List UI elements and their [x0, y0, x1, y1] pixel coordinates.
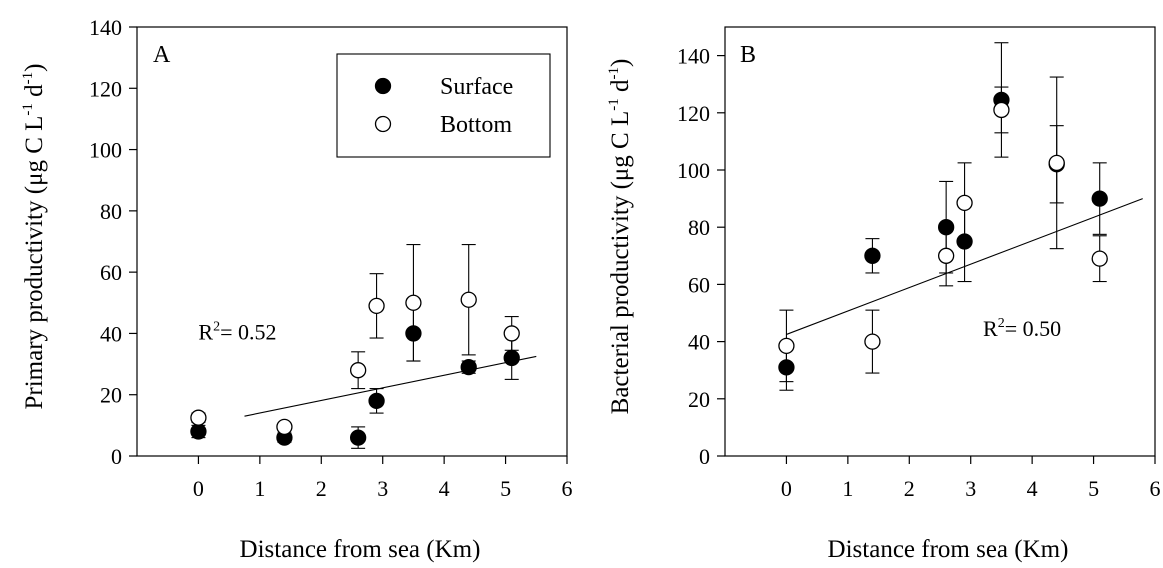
- bottom-point: [993, 101, 1010, 119]
- bottom-point: [503, 325, 520, 342]
- surface-point: [503, 349, 520, 367]
- y-axis-label: Bacterial productivity (μg C L-1 d-1): [606, 59, 634, 415]
- panel-label: B: [740, 42, 756, 68]
- bottom-point: [937, 247, 955, 264]
- y-axis-label-main: Bacterial productivity (μg C L: [607, 111, 634, 415]
- y-tick-label: 100: [89, 138, 122, 163]
- y-tick-label: 40: [688, 330, 710, 355]
- legend-surface-marker: [374, 77, 392, 95]
- bottom-point: [956, 194, 973, 212]
- y-axis-label-unit: d: [21, 84, 48, 103]
- x-tick-label: 1: [254, 476, 265, 501]
- bottom-point: [276, 418, 293, 436]
- legend-bottom-label: Bottom: [440, 112, 512, 138]
- y-tick-label: 60: [100, 260, 122, 285]
- bottom-point: [778, 337, 795, 355]
- surface-point: [349, 429, 367, 446]
- x-tick-label: 4: [439, 476, 450, 501]
- y-tick-label: 40: [100, 321, 122, 346]
- surface-point: [190, 423, 207, 440]
- legend-bottom-marker: [374, 115, 392, 133]
- bottom-point: [190, 409, 207, 426]
- x-axis-label: Distance from sea (Km): [240, 536, 481, 563]
- r-squared-value: = 0.52: [220, 320, 276, 345]
- y-tick-label: 120: [89, 76, 122, 101]
- y-axis-label-main: Primary productivity (μg C L: [21, 116, 48, 410]
- bottom-point: [460, 291, 477, 308]
- x-tick-label: 1: [842, 476, 853, 501]
- surface-point: [368, 392, 385, 409]
- bottom-point: [1048, 154, 1065, 172]
- y-tick-label: 140: [89, 15, 122, 40]
- x-tick-label: 0: [193, 476, 204, 501]
- x-axis-label: Distance from sea (Km): [828, 536, 1069, 563]
- y-tick-label: 0: [111, 444, 122, 469]
- y-axis-label-exponent: -1: [606, 67, 622, 80]
- x-tick-label: 6: [562, 476, 573, 501]
- plot-frame: [724, 26, 1156, 457]
- surface-point: [778, 359, 795, 376]
- r-squared-annotation: R2= 0.52: [198, 320, 276, 345]
- bottom-point: [368, 297, 385, 315]
- y-axis-label: Primary productivity (μg C L-1 d-1): [20, 64, 48, 410]
- x-tick-label: 5: [500, 476, 511, 501]
- plot-frame: [136, 26, 568, 457]
- r-squared-exponent: 2: [998, 316, 1005, 331]
- y-axis-label-close: ): [21, 64, 48, 72]
- r-squared-exponent: 2: [213, 320, 220, 335]
- y-tick-label: 0: [699, 444, 710, 469]
- y-tick-label: 80: [688, 215, 710, 240]
- surface-point: [460, 358, 477, 376]
- y-tick-label: 80: [100, 199, 122, 224]
- y-tick-label: 100: [677, 158, 710, 183]
- x-tick-label: 4: [1027, 476, 1038, 501]
- r-squared-annotation: R2= 0.50: [983, 316, 1061, 341]
- y-axis-label-close: ): [607, 59, 634, 67]
- x-tick-label: 2: [904, 476, 915, 501]
- y-tick-label: 20: [100, 383, 122, 408]
- panel-label: A: [153, 42, 171, 68]
- x-tick-label: 5: [1088, 476, 1099, 501]
- y-axis-label-unit: d: [607, 79, 634, 98]
- y-tick-label: 120: [677, 101, 710, 126]
- y-axis-label-exponent: -1: [606, 98, 622, 111]
- bottom-point: [1091, 250, 1108, 267]
- bottom-point: [864, 333, 881, 350]
- surface-point: [937, 219, 955, 236]
- legend-surface-label: Surface: [440, 74, 513, 100]
- y-tick-label: 140: [677, 44, 710, 69]
- r-squared-symbol: R: [198, 320, 213, 345]
- y-axis-label-exponent: -1: [20, 72, 36, 85]
- y-axis-label-exponent: -1: [20, 103, 36, 116]
- legend-box: [336, 53, 551, 158]
- x-tick-label: 3: [377, 476, 388, 501]
- x-tick-label: 2: [316, 476, 327, 501]
- bottom-point: [405, 294, 422, 311]
- y-tick-label: 60: [688, 272, 710, 297]
- surface-point: [1091, 190, 1108, 207]
- r-squared-symbol: R: [983, 316, 998, 341]
- bottom-point: [349, 362, 367, 379]
- x-tick-label: 3: [965, 476, 976, 501]
- r-squared-value: = 0.50: [1005, 316, 1061, 341]
- legend: Surface Bottom: [336, 53, 551, 158]
- surface-point: [956, 233, 973, 250]
- x-tick-label: 6: [1150, 476, 1161, 501]
- surface-point: [864, 247, 881, 264]
- y-tick-label: 20: [688, 387, 710, 412]
- surface-point: [405, 325, 422, 342]
- x-tick-label: 0: [781, 476, 792, 501]
- trend-line: [244, 355, 537, 417]
